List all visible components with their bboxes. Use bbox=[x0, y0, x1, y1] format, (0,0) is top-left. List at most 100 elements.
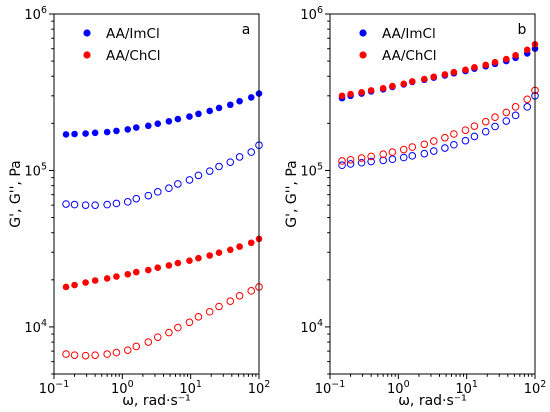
data-point bbox=[441, 144, 449, 152]
x-tick-label: 102 bbox=[524, 379, 547, 397]
x-axis-label: ω, rad·s⁻¹ bbox=[398, 393, 467, 409]
y-tick-label-base: 10 bbox=[24, 164, 41, 179]
legend-label: AA/ChCl bbox=[382, 48, 437, 64]
y-tick-label: 104 bbox=[24, 318, 47, 336]
data-point bbox=[215, 104, 223, 112]
data-point bbox=[367, 157, 375, 166]
data-point bbox=[186, 257, 193, 264]
legend: AA/ImCl AA/ChCl bbox=[83, 26, 161, 64]
data-point bbox=[124, 126, 132, 133]
data-point bbox=[420, 149, 429, 158]
data-point bbox=[512, 51, 519, 59]
data-point bbox=[379, 150, 387, 159]
legend-marker bbox=[83, 51, 91, 59]
data-point bbox=[91, 129, 99, 137]
data-point bbox=[502, 55, 510, 63]
data-point bbox=[186, 113, 193, 120]
y-tick-label-base: 10 bbox=[300, 8, 317, 23]
x-tick-label: 10−1 bbox=[39, 379, 70, 397]
data-point bbox=[91, 201, 99, 209]
plot-frame bbox=[53, 13, 260, 375]
data-point bbox=[154, 120, 162, 127]
data-point bbox=[112, 348, 121, 357]
panel-label: b bbox=[518, 22, 527, 38]
legend-marker bbox=[359, 51, 367, 59]
data-point bbox=[462, 66, 469, 74]
data-point bbox=[367, 87, 375, 94]
x-tick-label: 102 bbox=[248, 379, 271, 397]
data-point bbox=[358, 88, 365, 96]
data-point bbox=[144, 338, 153, 346]
x-tick-label-exponent: −1 bbox=[55, 379, 69, 390]
data-point bbox=[461, 136, 470, 145]
data-point bbox=[441, 133, 449, 142]
data-point bbox=[81, 351, 90, 360]
data-point bbox=[215, 249, 223, 257]
x-tick-label-base: 10 bbox=[248, 382, 265, 397]
data-point bbox=[70, 351, 79, 359]
data-point bbox=[523, 46, 531, 54]
data-point bbox=[124, 270, 132, 278]
data-point bbox=[132, 124, 140, 131]
data-point bbox=[165, 262, 173, 269]
data-point bbox=[511, 111, 520, 120]
x-tick-label-base: 10 bbox=[39, 382, 56, 397]
data-point bbox=[165, 118, 173, 125]
data-point bbox=[206, 107, 214, 115]
data-point bbox=[441, 71, 449, 78]
data-point bbox=[481, 127, 490, 136]
data-point bbox=[235, 153, 244, 161]
data-point bbox=[502, 108, 511, 117]
data-point bbox=[491, 122, 499, 131]
x-tick-label-exponent: 0 bbox=[128, 379, 134, 390]
y-tick-label-base: 10 bbox=[300, 321, 317, 336]
data-point bbox=[194, 171, 203, 180]
data-point bbox=[491, 113, 499, 121]
plot-frame bbox=[329, 13, 536, 375]
x-tick-label: 10−1 bbox=[315, 379, 346, 397]
data-point bbox=[82, 130, 89, 137]
x-tick-label-base: 10 bbox=[387, 382, 404, 397]
data-point bbox=[247, 94, 255, 101]
y-tick-label-base: 10 bbox=[24, 8, 41, 23]
data-point bbox=[247, 287, 256, 295]
data-point bbox=[71, 130, 78, 138]
data-point bbox=[482, 61, 490, 69]
data-point bbox=[62, 350, 70, 358]
data-point bbox=[408, 78, 416, 85]
y-tick-label-base: 10 bbox=[24, 321, 41, 336]
legend-marker bbox=[359, 29, 367, 37]
x-tick-label-base: 10 bbox=[179, 382, 196, 397]
data-point bbox=[205, 167, 214, 175]
data-point bbox=[236, 243, 243, 250]
data-point bbox=[103, 200, 111, 209]
legend-label: AA/ChCl bbox=[106, 48, 161, 64]
data-point bbox=[70, 200, 79, 209]
x-tick-label: 101 bbox=[179, 379, 202, 397]
data-point bbox=[123, 198, 132, 206]
data-point bbox=[71, 281, 78, 289]
y-tick-label-exponent: 4 bbox=[41, 318, 47, 329]
data-point bbox=[62, 283, 70, 291]
data-point bbox=[338, 161, 346, 170]
data-point bbox=[346, 155, 355, 164]
y-axis-label: G', G'', Pa bbox=[284, 160, 300, 227]
data-point bbox=[113, 273, 120, 280]
data-point bbox=[103, 275, 111, 282]
data-point bbox=[247, 148, 256, 156]
legend-label: AA/ImCl bbox=[382, 26, 436, 42]
data-point bbox=[205, 307, 214, 316]
x-tick-label-base: 10 bbox=[111, 382, 128, 397]
data-point bbox=[481, 117, 490, 126]
data-point bbox=[379, 85, 387, 92]
data-point bbox=[347, 90, 354, 98]
data-point bbox=[421, 75, 428, 83]
data-point bbox=[113, 127, 120, 135]
data-point bbox=[62, 131, 70, 138]
y-tick-label-base: 10 bbox=[300, 164, 317, 179]
data-point bbox=[408, 143, 417, 151]
data-point bbox=[338, 157, 346, 165]
x-tick-label: 100 bbox=[387, 379, 410, 397]
